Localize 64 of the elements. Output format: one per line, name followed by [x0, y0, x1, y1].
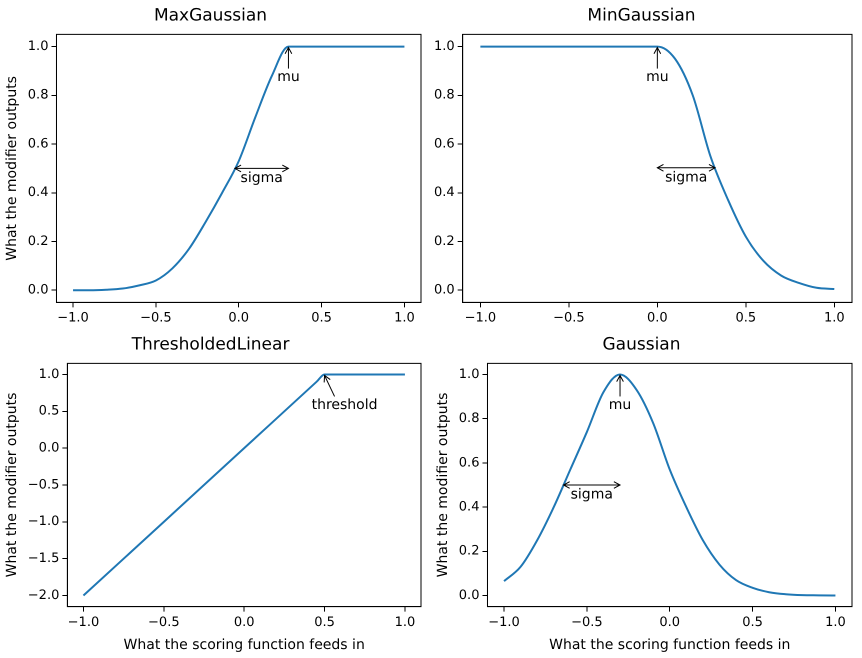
line-series [479, 46, 836, 290]
y-tick-label: 0.6 [434, 136, 455, 152]
x-tick-label: 1.0 [825, 614, 846, 630]
y-tick-label: −1.5 [28, 551, 60, 566]
x-tick-label: 0.5 [314, 614, 335, 630]
y-axis-title: What the modifier outputs [4, 392, 20, 578]
x-tick-label: 0.0 [659, 614, 680, 630]
y-tick-label: 0.5 [38, 404, 60, 419]
x-tick-label: −0.5 [140, 310, 172, 326]
y-tick-label: 0.4 [458, 499, 480, 514]
annotation: mu [277, 69, 300, 86]
x-tick-label: 1.0 [394, 614, 416, 630]
x-tick-label: 1.0 [824, 310, 845, 326]
y-tick-label: 0.2 [28, 234, 48, 249]
chart-title: Gaussian [602, 334, 680, 355]
x-tick-label: −1.0 [488, 614, 520, 630]
y-tick-label: 0.2 [458, 544, 480, 559]
y-tick-label: 0.0 [38, 440, 60, 456]
x-tick-label: 0.0 [228, 310, 250, 326]
annotation: sigma [240, 170, 283, 186]
y-tick-label: 0.4 [28, 185, 48, 200]
x-tick-label: 1.0 [394, 310, 415, 326]
line-series [503, 373, 836, 597]
y-tick-label: 1.0 [38, 366, 60, 382]
x-tick-label: 0.0 [234, 614, 255, 630]
y-tick-label: 0.0 [28, 282, 48, 298]
annotation: mu [608, 397, 632, 414]
x-tick-label: −0.5 [553, 310, 585, 326]
y-tick-label: −0.5 [28, 477, 60, 492]
y-tick-label: −2.0 [28, 588, 60, 603]
chart-title: MinGaussian [587, 6, 696, 26]
y-tick-label: −1.0 [28, 514, 60, 530]
y-tick-label: 0.0 [458, 588, 480, 603]
y-tick-label: 0.8 [458, 411, 480, 426]
y-tick-label: 1.0 [28, 38, 48, 54]
x-tick-label: −1.0 [57, 310, 89, 326]
chart-title: ThresholdedLinear [130, 334, 290, 355]
chart-title: MaxGaussian [154, 6, 268, 26]
annotation: sigma [665, 169, 708, 186]
y-axis-title: What the modifier outputs [4, 76, 20, 261]
annotation: sigma [570, 486, 613, 503]
x-tick-label: 0.5 [742, 614, 763, 630]
y-tick-label: 0.8 [434, 88, 455, 103]
x-axis-title: What the scoring function feeds in [549, 637, 790, 654]
y-tick-label: 0.6 [28, 136, 48, 152]
x-tick-label: −0.5 [571, 614, 603, 630]
y-axis-title: What the modifier outputs [435, 392, 452, 578]
y-tick-label: 0.6 [458, 455, 480, 470]
y-tick-label: 0.8 [28, 88, 48, 103]
line-series [82, 373, 406, 597]
line-series [72, 46, 406, 292]
x-tick-label: 0.0 [646, 310, 668, 326]
x-tick-label: −0.5 [148, 614, 180, 630]
y-tick-label: 0.2 [434, 234, 455, 249]
y-tick-label: 0.0 [434, 282, 455, 298]
annotation: mu [646, 69, 669, 86]
annotation: threshold [312, 397, 378, 414]
x-tick-label: 0.5 [311, 310, 332, 326]
x-tick-label: −1.0 [68, 614, 100, 630]
x-axis-title: What the scoring function feeds in [124, 637, 365, 654]
y-tick-label: 1.0 [434, 38, 455, 54]
x-tick-label: 0.5 [735, 310, 756, 326]
y-tick-label: 0.4 [434, 185, 455, 200]
y-tick-label: 1.0 [458, 366, 480, 382]
